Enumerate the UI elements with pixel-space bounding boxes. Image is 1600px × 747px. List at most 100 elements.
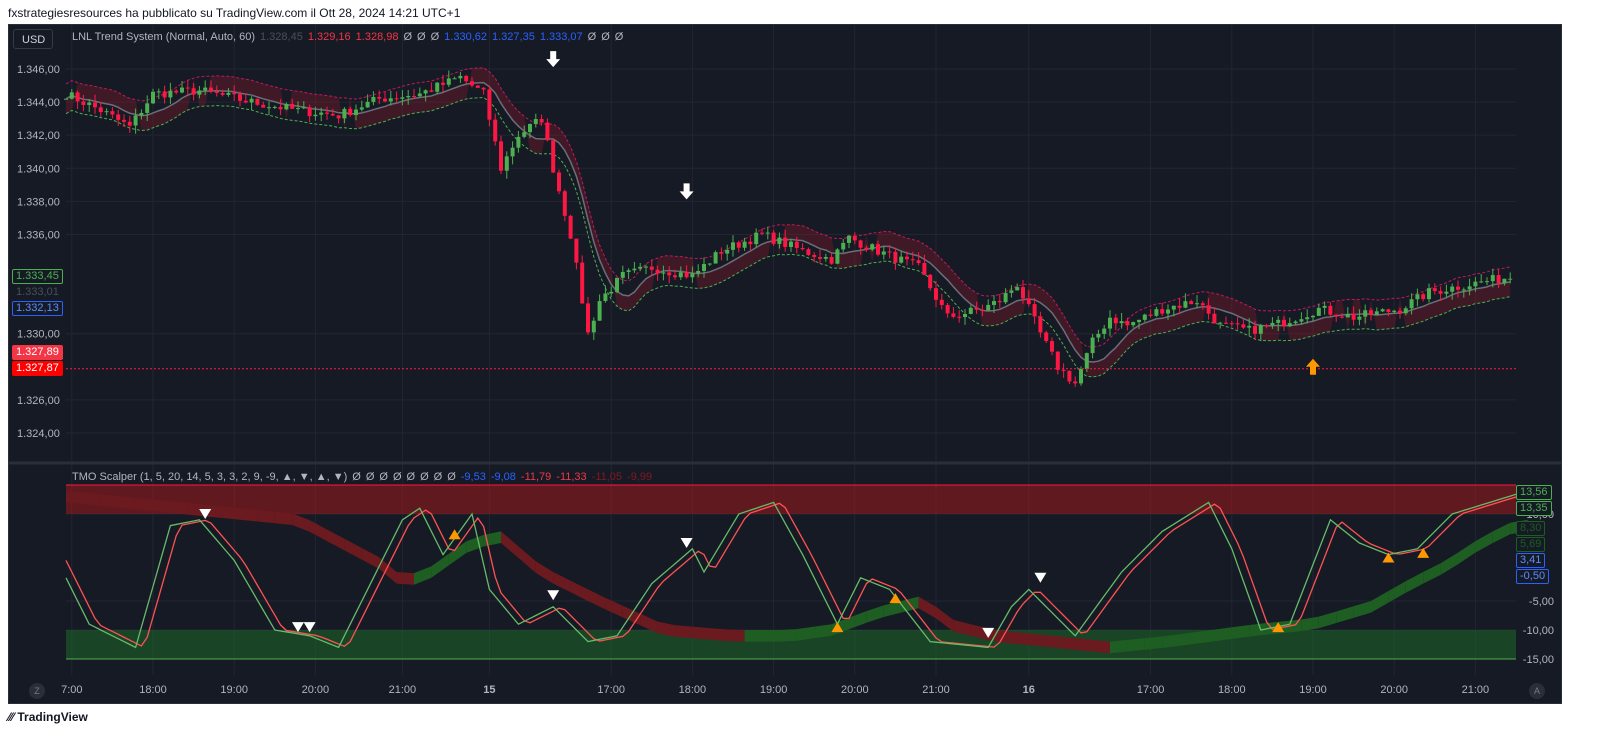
- slow-band-segment: [1075, 638, 1093, 652]
- candle-body: [220, 92, 225, 95]
- candle-body: [1508, 278, 1513, 280]
- candle-body: [75, 92, 80, 102]
- candle-body: [1357, 316, 1362, 320]
- candle: [1102, 324, 1107, 340]
- candle: [1171, 305, 1176, 317]
- time-axis-label: 17:00: [1137, 684, 1165, 696]
- candle-body: [580, 262, 585, 304]
- chart-frame[interactable]: 1.346,00 1.344,00 1.342,00 1.340,00 1.338,00…: [8, 24, 1562, 704]
- candle-body: [493, 119, 498, 142]
- candle-body: [649, 266, 654, 270]
- osc-indicator-legend[interactable]: TMO Scalper (1, 5, 20, 14, 5, 3, 3, 2, 9…: [72, 471, 657, 483]
- candle-body: [678, 272, 683, 278]
- candle: [713, 250, 718, 264]
- legend-value: -9,08: [490, 471, 516, 483]
- candle: [893, 247, 898, 270]
- candle-body: [116, 114, 121, 120]
- candle: [1276, 316, 1281, 332]
- candle-body: [1450, 286, 1455, 292]
- chart-canvas[interactable]: 1.346,00 1.344,00 1.342,00 1.340,00 1.338,00…: [9, 25, 1561, 703]
- candle: [1212, 307, 1217, 324]
- time-axis-label: 19:00: [220, 684, 248, 696]
- candle-body: [951, 313, 956, 317]
- candle-body: [1224, 322, 1228, 324]
- triangle-up-icon: [448, 529, 461, 540]
- price-tag: 1.333,45: [12, 268, 63, 284]
- slow-band-segment: [205, 504, 223, 519]
- candle: [122, 114, 126, 128]
- candle-body: [400, 97, 405, 99]
- candle-body: [406, 95, 411, 98]
- currency-button[interactable]: USD: [13, 29, 53, 49]
- candle-body: [284, 103, 289, 110]
- candle: [232, 85, 237, 101]
- zoom-toggle-button[interactable]: Z: [29, 683, 45, 699]
- candle: [1026, 290, 1031, 307]
- candle-body: [191, 88, 196, 95]
- candle-body: [510, 147, 515, 157]
- time-axis-label: 20:00: [302, 684, 330, 696]
- candle: [876, 240, 880, 257]
- slow-band-segment: [1127, 638, 1145, 652]
- candle-body: [441, 82, 445, 85]
- auto-scale-button[interactable]: A: [1529, 683, 1545, 699]
- candle-body: [957, 316, 962, 318]
- candle: [1090, 333, 1095, 359]
- candle: [417, 87, 422, 98]
- slow-band-segment: [953, 619, 971, 636]
- arrow-up-icon: [1306, 358, 1320, 375]
- slow-band-segment: [675, 625, 693, 639]
- triangle-down-icon: [982, 627, 995, 638]
- slow-band-segment: [866, 605, 884, 623]
- candle: [1125, 317, 1130, 331]
- legend-value: 1.328,98: [355, 31, 399, 43]
- candle: [655, 265, 660, 281]
- candle-body: [1015, 287, 1020, 291]
- candle-body: [1502, 278, 1507, 284]
- candle-body: [1258, 325, 1263, 334]
- candle: [922, 254, 927, 276]
- time-axis-label: 7:00: [61, 684, 82, 696]
- candle: [1299, 312, 1304, 325]
- candle: [1224, 316, 1228, 324]
- candle: [858, 239, 863, 255]
- candle: [359, 100, 364, 112]
- price-axis-label: 1.344,00: [17, 97, 60, 109]
- candle-body: [1166, 309, 1170, 314]
- legend-value: 1.327,35: [492, 31, 535, 43]
- candle: [574, 238, 579, 270]
- candle: [1409, 293, 1414, 315]
- candle: [1322, 301, 1327, 315]
- candle-body: [1096, 333, 1101, 338]
- candle: [226, 87, 231, 97]
- candle-body: [806, 249, 811, 255]
- candle: [806, 247, 811, 256]
- slow-band-segment: [1197, 629, 1215, 644]
- candle-body: [504, 156, 509, 171]
- candle-body: [1061, 369, 1066, 371]
- time-axis-label: 20:00: [1380, 684, 1408, 696]
- candle: [1485, 277, 1489, 286]
- candle: [1287, 317, 1292, 328]
- candle-body: [1026, 298, 1031, 305]
- main-indicator-legend[interactable]: LNL Trend System (Normal, Auto, 60) 1.328…: [72, 31, 628, 43]
- slow-band-segment: [1249, 623, 1267, 637]
- candle: [1345, 307, 1350, 318]
- legend-value: Ø: [447, 471, 456, 483]
- price-tag: 13,35: [1516, 501, 1552, 517]
- candle-body: [1090, 337, 1095, 354]
- candle: [951, 306, 956, 319]
- osc-axis-label: -5,00: [1529, 596, 1554, 608]
- candle-body: [916, 260, 921, 264]
- candle-body: [383, 98, 387, 102]
- overbought-zone: [66, 485, 1516, 514]
- lower-band-line: [65, 97, 1511, 378]
- candle-body: [1044, 332, 1049, 342]
- time-axis-label: 20:00: [841, 684, 869, 696]
- slow-band-segment: [135, 497, 153, 512]
- candle: [1398, 307, 1402, 319]
- triangle-down-icon: [292, 622, 304, 633]
- candle: [673, 269, 677, 280]
- candle-body: [939, 299, 944, 305]
- candle: [638, 263, 643, 272]
